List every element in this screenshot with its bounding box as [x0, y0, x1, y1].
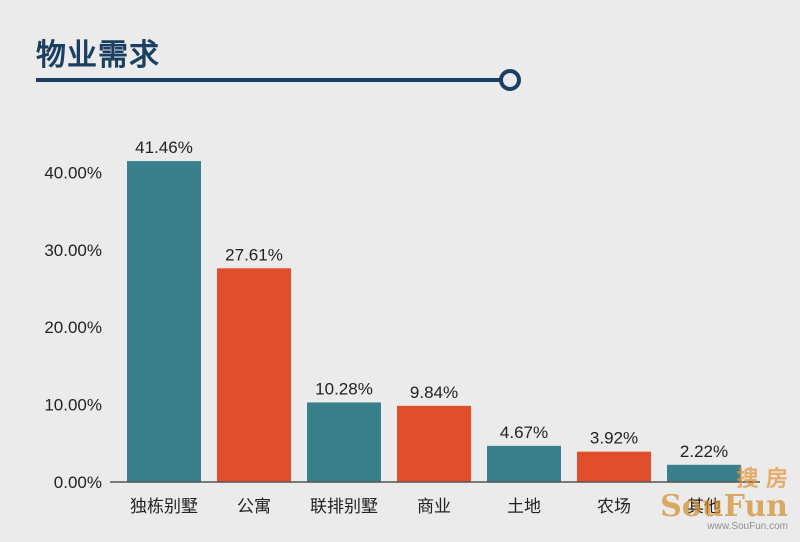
bar — [577, 451, 651, 482]
title-underline — [36, 78, 500, 82]
category-label: 其他 — [687, 497, 721, 517]
bar — [487, 445, 561, 482]
bar — [667, 464, 741, 482]
data-label: 3.92% — [590, 429, 638, 448]
bar — [217, 268, 291, 482]
data-label: 27.61% — [225, 245, 283, 264]
data-label: 4.67% — [500, 423, 548, 442]
y-tick-label: 0.00% — [54, 473, 102, 492]
category-label: 公寓 — [237, 497, 271, 517]
data-label: 41.46% — [135, 138, 193, 157]
title-circle-icon — [499, 69, 521, 91]
y-tick-label: 40.00% — [44, 163, 102, 182]
category-label: 土地 — [507, 497, 541, 517]
chart-header: 物业需求 — [0, 0, 800, 110]
chart-title: 物业需求 — [36, 38, 160, 73]
data-label: 2.22% — [680, 442, 728, 461]
category-label: 农场 — [597, 497, 631, 517]
data-label: 9.84% — [410, 383, 458, 402]
bar-chart: 0.00% 10.00% 20.00% 30.00% 40.00% 41.46% 独栋别墅 2… — [44, 138, 760, 517]
data-label: 10.28% — [315, 379, 373, 398]
category-label: 独栋别墅 — [130, 497, 198, 517]
category-label: 商业 — [417, 497, 451, 517]
bar — [307, 402, 381, 482]
bar — [127, 161, 201, 482]
y-tick-label: 10.00% — [44, 396, 102, 415]
bar — [397, 405, 471, 482]
y-tick-label: 30.00% — [44, 241, 102, 260]
y-tick-label: 20.00% — [44, 318, 102, 337]
category-label: 联排别墅 — [310, 497, 378, 517]
